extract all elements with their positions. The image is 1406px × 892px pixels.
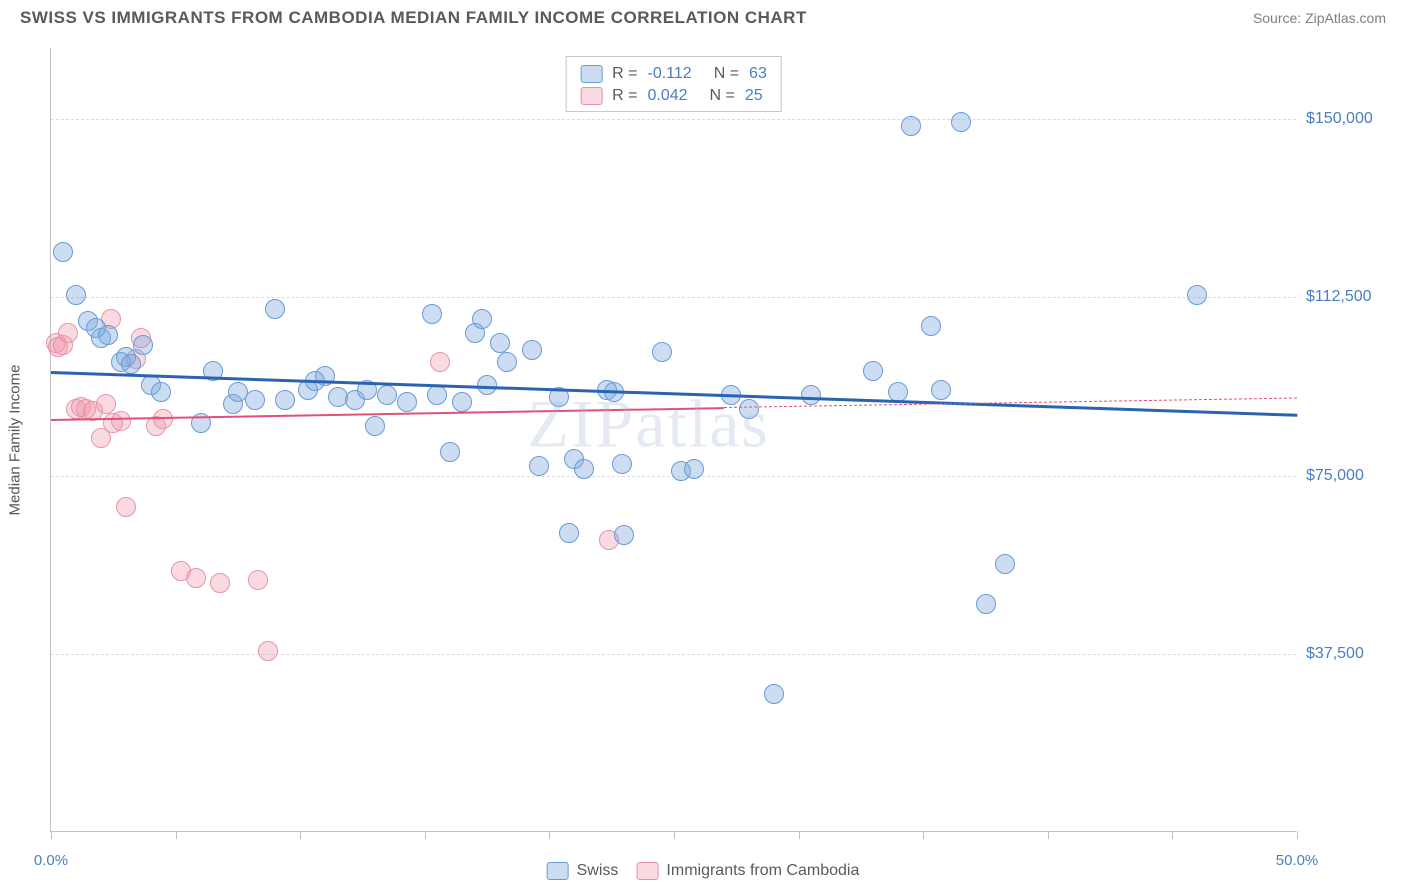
data-point [58,323,78,343]
data-point [377,385,397,405]
legend-swatch [636,862,658,880]
y-tick-label: $150,000 [1306,110,1396,128]
legend-label: Swiss [577,862,619,880]
data-point [684,459,704,479]
legend-n-value: 63 [749,65,767,83]
data-point [951,112,971,132]
y-axis-title: Median Family Income [7,364,24,515]
data-point [365,416,385,436]
x-tick-label: 50.0% [1276,852,1319,869]
data-point [265,299,285,319]
x-tick [923,831,924,839]
y-tick-label: $75,000 [1306,467,1396,485]
data-point [652,342,672,362]
data-point [53,242,73,262]
x-tick [176,831,177,839]
data-point [186,568,206,588]
data-point [430,352,450,372]
data-point [397,392,417,412]
data-point [96,394,116,414]
legend-n-value: 25 [745,87,763,105]
data-point [801,385,821,405]
x-tick [300,831,301,839]
legend-n-label: N = [710,87,735,105]
data-point [427,385,447,405]
scatter-chart: $37,500$75,000$112,500$150,0000.0%50.0% … [50,48,1296,832]
legend-swatch [580,65,602,83]
legend-item: Swiss [547,862,619,880]
x-tick [51,831,52,839]
data-point [275,390,295,410]
source-attribution: Source: ZipAtlas.com [1253,10,1386,26]
legend-row: R = -0.112 N = 63 [580,63,767,85]
legend-item: Immigrants from Cambodia [636,862,859,880]
data-point [121,354,141,374]
data-point [452,392,472,412]
trend-line [51,407,724,421]
data-point [863,361,883,381]
data-point [764,684,784,704]
y-tick-label: $112,500 [1306,288,1396,306]
data-point [422,304,442,324]
x-tick [674,831,675,839]
data-point [440,442,460,462]
chart-title: SWISS VS IMMIGRANTS FROM CAMBODIA MEDIAN… [20,8,807,28]
gridline [51,119,1296,120]
data-point [921,316,941,336]
correlation-legend: R = -0.112 N = 63 R = 0.042 N = 25 [565,56,782,112]
legend-n-label: N = [714,65,739,83]
x-tick [799,831,800,839]
data-point [497,352,517,372]
data-point [614,525,634,545]
legend-r-label: R = [612,65,637,83]
x-tick [1048,831,1049,839]
data-point [522,340,542,360]
data-point [490,333,510,353]
gridline [51,654,1296,655]
x-tick-label: 0.0% [34,852,68,869]
data-point [574,459,594,479]
x-tick [1172,831,1173,839]
x-tick [549,831,550,839]
legend-row: R = 0.042 N = 25 [580,85,767,107]
y-tick-label: $37,500 [1306,645,1396,663]
legend-label: Immigrants from Cambodia [666,862,859,880]
legend-swatch [580,87,602,105]
data-point [133,335,153,355]
data-point [559,523,579,543]
data-point [210,573,230,593]
legend-swatch [547,862,569,880]
data-point [248,570,268,590]
data-point [245,390,265,410]
data-point [995,554,1015,574]
legend-r-value: 0.042 [648,87,688,105]
data-point [901,116,921,136]
data-point [739,399,759,419]
legend-r-value: -0.112 [648,65,692,83]
data-point [116,497,136,517]
data-point [151,382,171,402]
data-point [258,641,278,661]
x-tick [425,831,426,839]
x-tick [1297,831,1298,839]
series-legend: Swiss Immigrants from Cambodia [547,862,860,880]
data-point [98,325,118,345]
data-point [931,380,951,400]
data-point [529,456,549,476]
data-point [612,454,632,474]
gridline [51,297,1296,298]
data-point [66,285,86,305]
data-point [976,594,996,614]
data-point [472,309,492,329]
data-point [1187,285,1207,305]
data-point [111,411,131,431]
legend-r-label: R = [612,87,637,105]
